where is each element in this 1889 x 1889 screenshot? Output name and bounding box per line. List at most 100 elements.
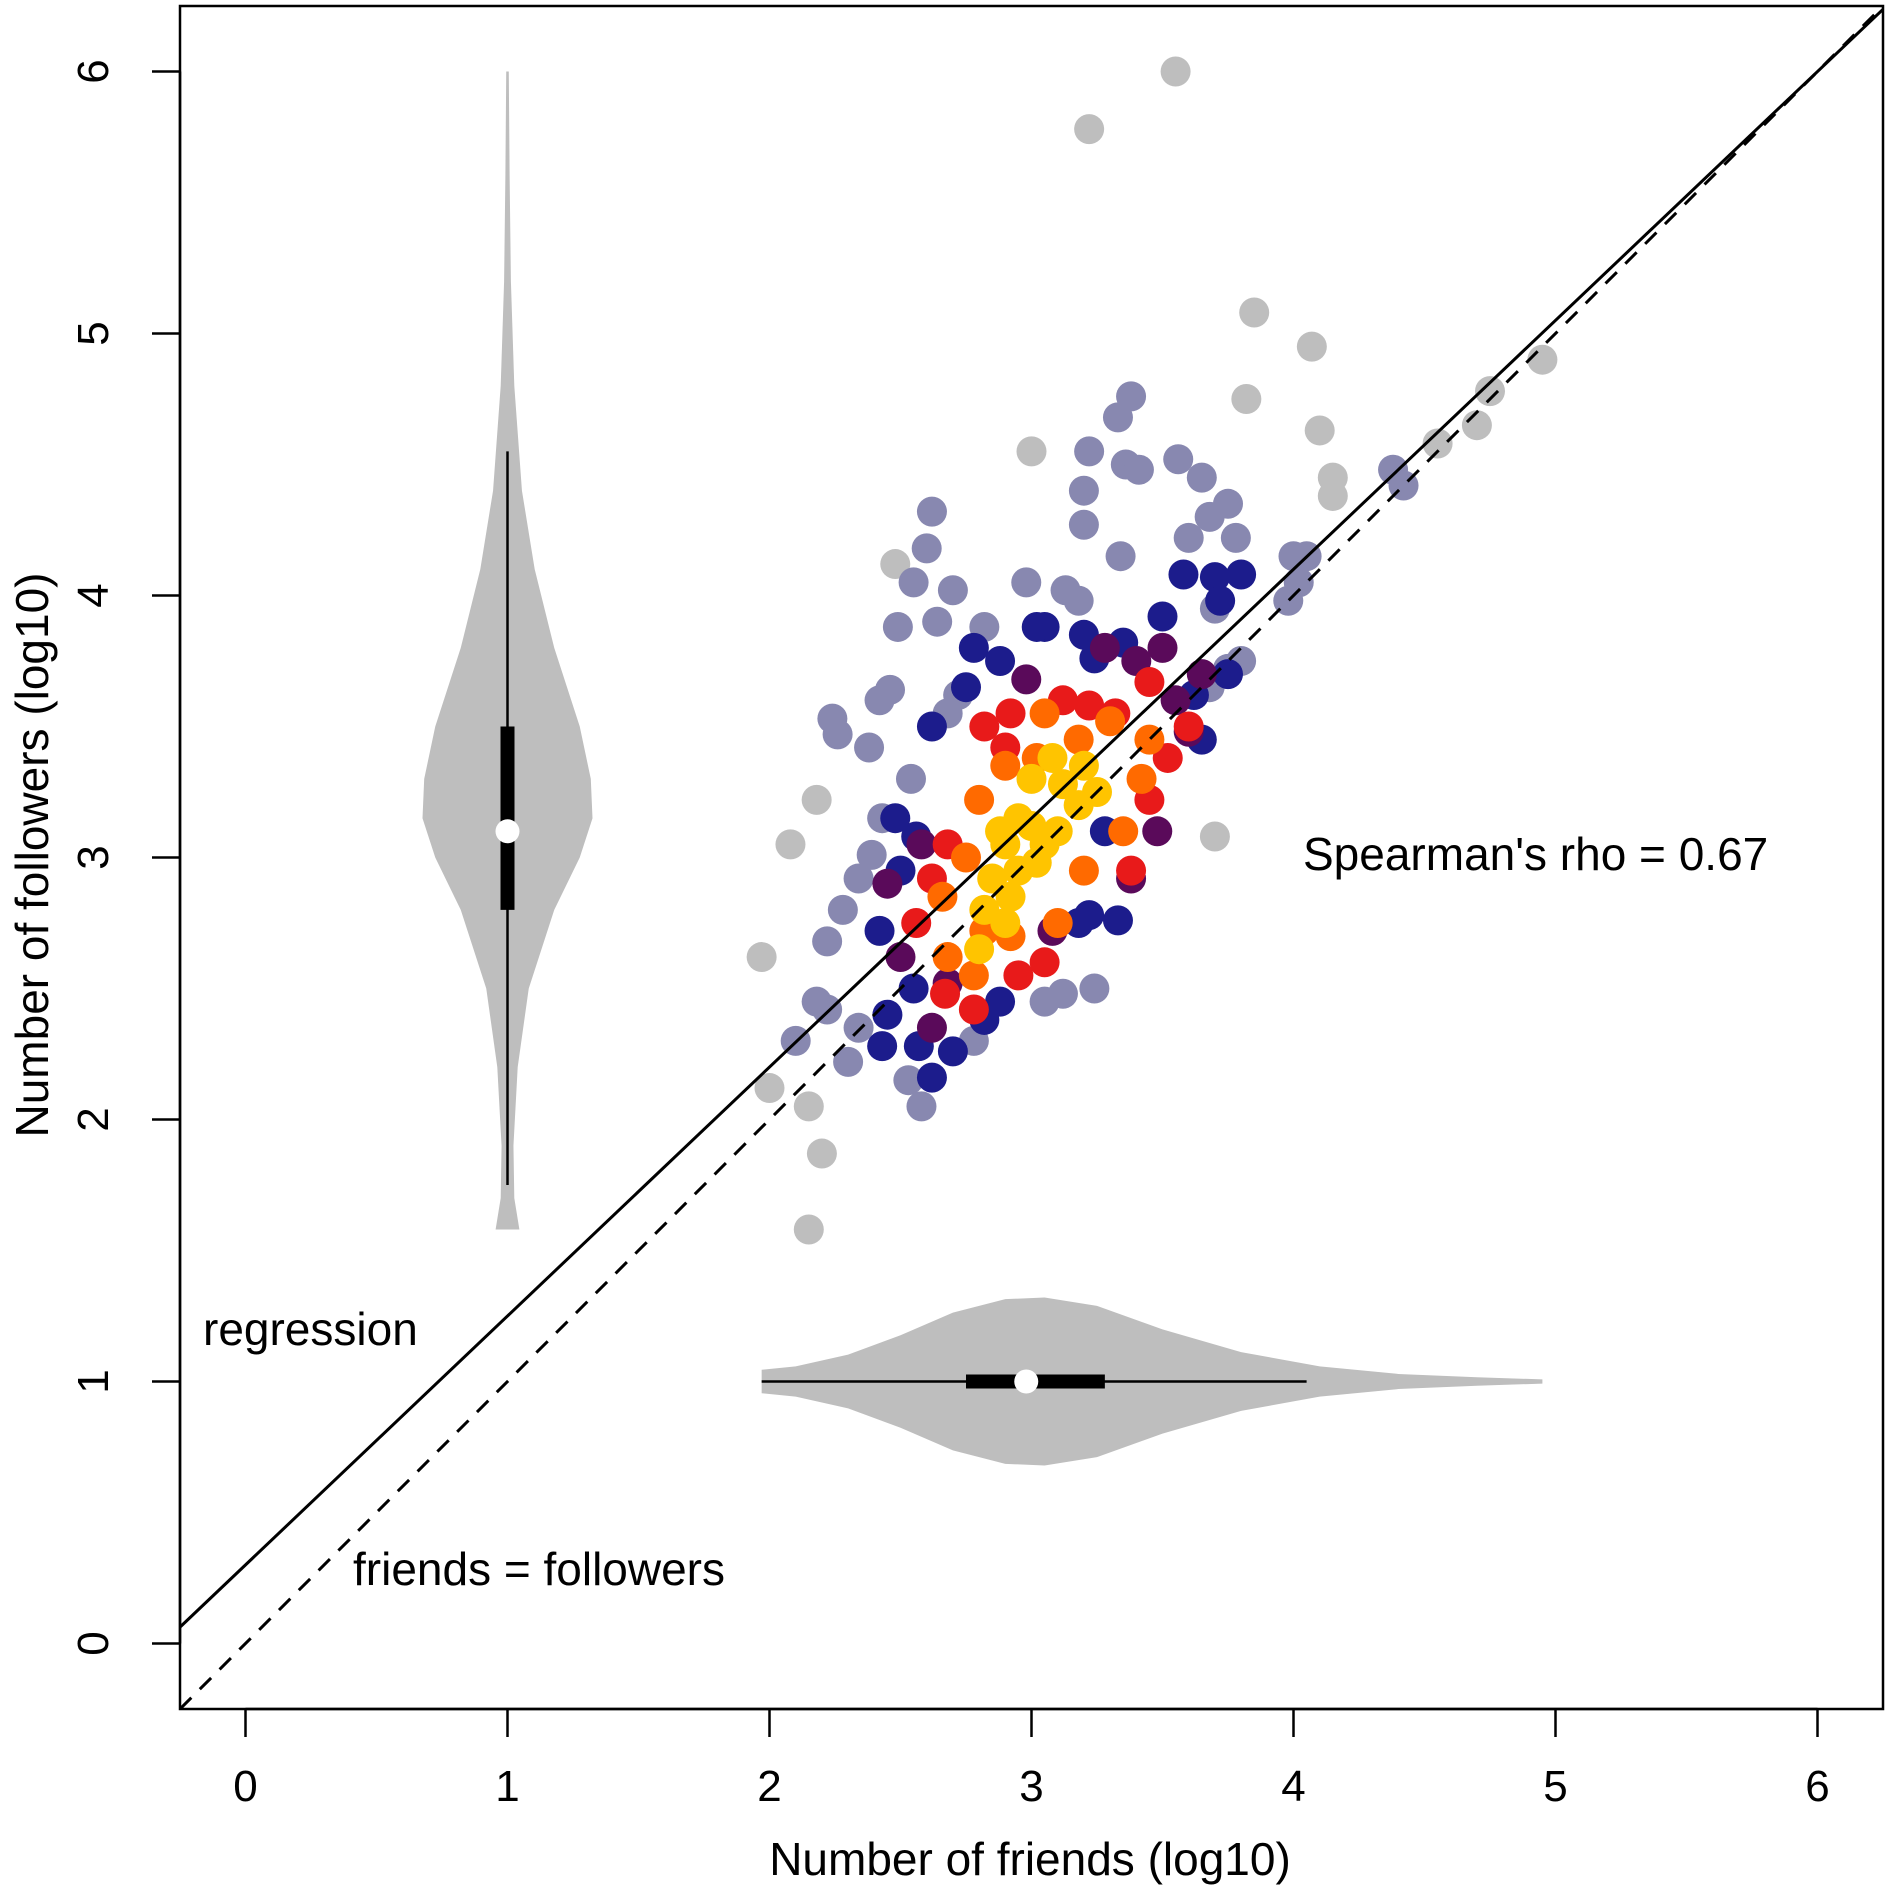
data-point [1126,763,1157,794]
data-point [985,646,1016,676]
data-point [827,894,858,925]
data-point [854,732,885,763]
data-point [958,632,989,663]
identity-line [180,6,1883,1709]
data-point [1047,769,1078,800]
data-point [990,908,1021,938]
data-point [1095,706,1126,737]
data-point [1068,855,1099,886]
data-point [1074,436,1105,467]
data-point [1147,632,1178,663]
data-point [901,908,932,938]
data-point [895,763,926,794]
data-point [1194,501,1225,532]
data-point [1205,585,1236,616]
data-point [872,999,903,1030]
data-point [1079,973,1110,1004]
data-point [893,1065,924,1096]
data-point [937,575,968,606]
data-point [916,1062,947,1093]
y-tick-label: 5 [69,321,118,345]
data-point [1134,666,1165,697]
data-point [922,606,953,637]
data-point [916,711,947,742]
data-point [864,915,895,946]
data-point [937,1036,968,1067]
data-point [932,942,963,973]
data-point [1068,509,1099,540]
data-point [812,926,843,957]
data-point [1063,585,1094,616]
data-point [1074,114,1105,145]
data-point [1105,541,1136,572]
data-point [916,1012,947,1043]
data-point [969,711,1000,742]
x-tick-label: 2 [757,1762,781,1811]
data-point [1527,344,1558,375]
data-point [1163,444,1194,475]
data-point [1016,436,1047,467]
data-point [1021,611,1052,642]
data-point [1029,947,1060,978]
data-point [1186,659,1217,690]
data-point [793,1091,824,1122]
data-point [1003,960,1034,991]
friends-violin-median [1014,1369,1039,1394]
x-axis-title: Number of friends (log10) [769,1833,1291,1885]
lines-layer [180,6,1883,1709]
data-point [1147,601,1178,632]
data-point [1063,724,1094,755]
data-point [1029,698,1060,729]
data-point [906,829,937,860]
data-point [1068,475,1099,506]
data-point [958,994,989,1025]
data-point [806,1138,837,1169]
data-point [1213,659,1243,690]
data-point [958,960,989,991]
data-point [1422,428,1453,459]
data-point [1199,562,1230,593]
data-point [1239,297,1270,328]
data-point [1475,376,1505,407]
data-point [801,784,832,815]
data-point [746,942,777,973]
y-tick-label: 0 [69,1631,118,1655]
spearman-annotation: Spearman's rho = 0.67 [1303,828,1768,880]
data-point [985,986,1016,1017]
data-point [1011,567,1042,598]
y-tick-label: 4 [69,583,118,607]
data-point [990,750,1021,781]
y-axis-title: Number of followers (log10) [6,572,58,1137]
data-point [885,942,916,973]
data-point [1168,559,1199,590]
data-point [1116,381,1147,412]
y-axis: 0 1 2 3 4 5 6 [69,59,182,1656]
data-point [906,1091,937,1122]
data-point [867,1031,898,1062]
data-point [911,533,942,564]
regression-label: regression [203,1303,418,1355]
data-point [1116,855,1147,886]
followers-violin-median [495,819,520,844]
violin-layer [422,71,1543,1466]
data-point [880,803,911,834]
data-point [1173,711,1204,742]
data-point [964,934,995,965]
x-tick-label: 4 [1281,1762,1305,1811]
data-point [775,829,806,860]
data-point [1199,821,1230,852]
x-axis: 0 1 2 3 4 5 6 [233,1707,1830,1811]
data-point [793,1214,824,1245]
data-point [1173,522,1204,553]
x-tick-label: 5 [1543,1762,1567,1811]
data-point [843,863,874,894]
x-tick-label: 0 [233,1762,257,1811]
data-point [1296,331,1327,362]
data-point [1226,559,1257,590]
data-point [1160,56,1191,87]
plot-area [180,6,1883,1709]
data-point [995,698,1026,729]
data-point [1220,522,1251,553]
data-point [927,881,958,912]
